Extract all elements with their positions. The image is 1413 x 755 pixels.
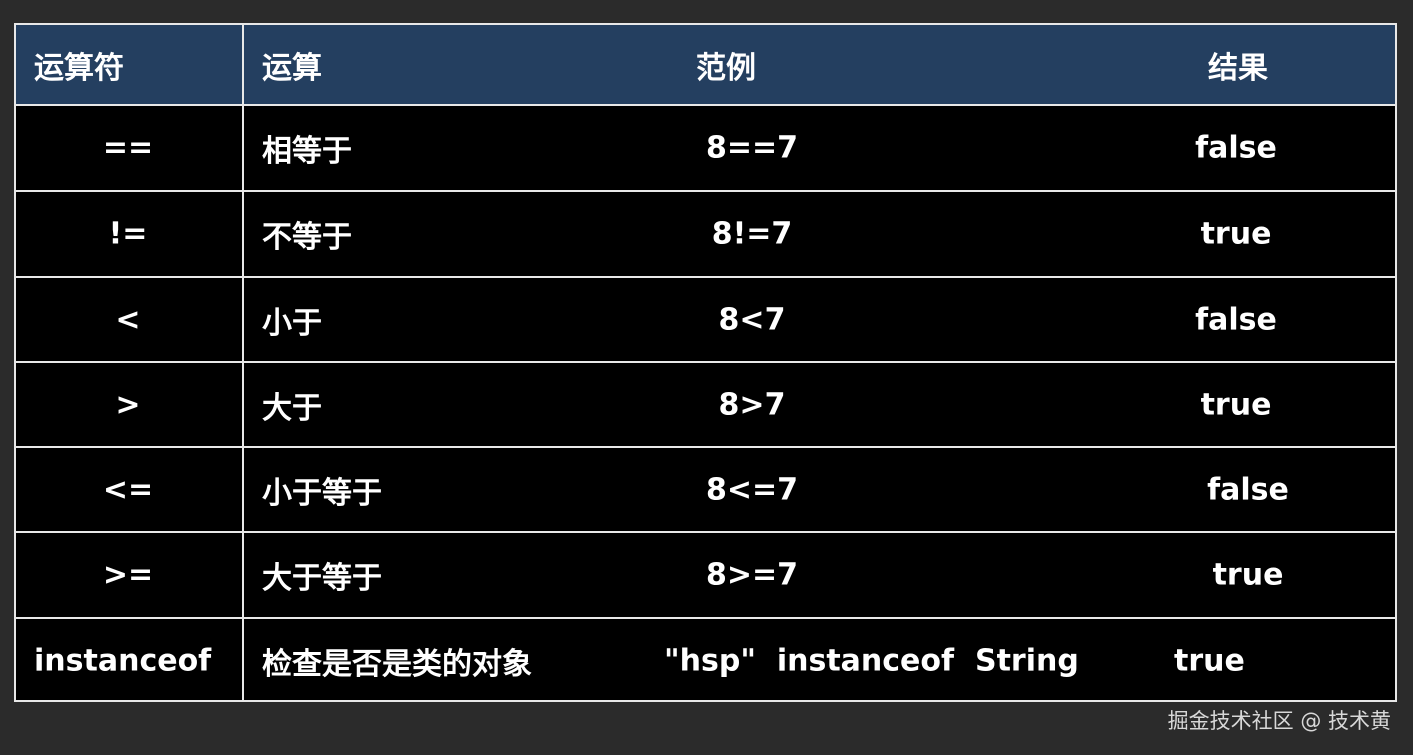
- example-cell: 8>7: [718, 387, 786, 422]
- operation-cell: 不等于: [262, 220, 352, 255]
- table-row: < 小于 8<7 false: [16, 278, 1395, 363]
- operator-cell: !=: [108, 216, 148, 252]
- operator-cell: ==: [102, 130, 154, 166]
- operation-cell: 检查是否是类的对象: [262, 646, 532, 682]
- result-cell: true: [1200, 387, 1272, 422]
- column-divider: [242, 25, 244, 700]
- operator-cell: <=: [102, 472, 154, 507]
- operator-cell: >: [115, 387, 141, 422]
- header-row: 运算符 运算 范例 结果: [16, 25, 1395, 106]
- table-row: >= 大于等于 8>=7 true: [16, 533, 1395, 619]
- header-cell: 结果: [1208, 50, 1268, 86]
- example-cell: 8==7: [705, 130, 799, 166]
- result-cell: false: [1207, 472, 1289, 507]
- table-row: != 不等于 8!=7 true: [16, 192, 1395, 278]
- example-cell: 8<7: [718, 302, 786, 337]
- operator-cell: <: [115, 302, 141, 337]
- operation-cell: 小于: [262, 305, 322, 341]
- operator-table: 运算符 运算 范例 结果 == 相等于 8==7 false != 不等于 8!=7 true < 小于 8…: [14, 23, 1397, 702]
- operator-cell: >=: [102, 557, 154, 593]
- operation-cell: 相等于: [262, 134, 352, 169]
- result-cell: true: [1200, 216, 1272, 252]
- result-cell: false: [1195, 130, 1277, 166]
- table-row: <= 小于等于 8<=7 false: [16, 448, 1395, 533]
- operation-cell: 小于等于: [262, 475, 382, 511]
- example-cell: 8>=7: [705, 557, 799, 593]
- operation-cell: 大于等于: [262, 561, 382, 596]
- table-row: instanceof 检查是否是类的对象 "hsp" instanceof Stri…: [16, 619, 1395, 702]
- header-cell: 运算符: [34, 50, 124, 86]
- operator-cell: instanceof: [34, 643, 212, 678]
- example-cell: "hsp" instanceof String: [664, 643, 1079, 678]
- result-cell: true: [1212, 557, 1284, 593]
- result-cell: true: [1174, 643, 1245, 678]
- result-cell: false: [1195, 302, 1277, 337]
- table-row: == 相等于 8==7 false: [16, 106, 1395, 192]
- example-cell: 8<=7: [705, 472, 799, 507]
- example-cell: 8!=7: [711, 216, 793, 252]
- header-cell: 范例: [696, 50, 756, 86]
- watermark: 掘金技术社区 @ 技术黄: [1167, 709, 1391, 733]
- operation-cell: 大于: [262, 390, 322, 426]
- table-row: > 大于 8>7 true: [16, 363, 1395, 448]
- header-cell: 运算: [262, 50, 322, 86]
